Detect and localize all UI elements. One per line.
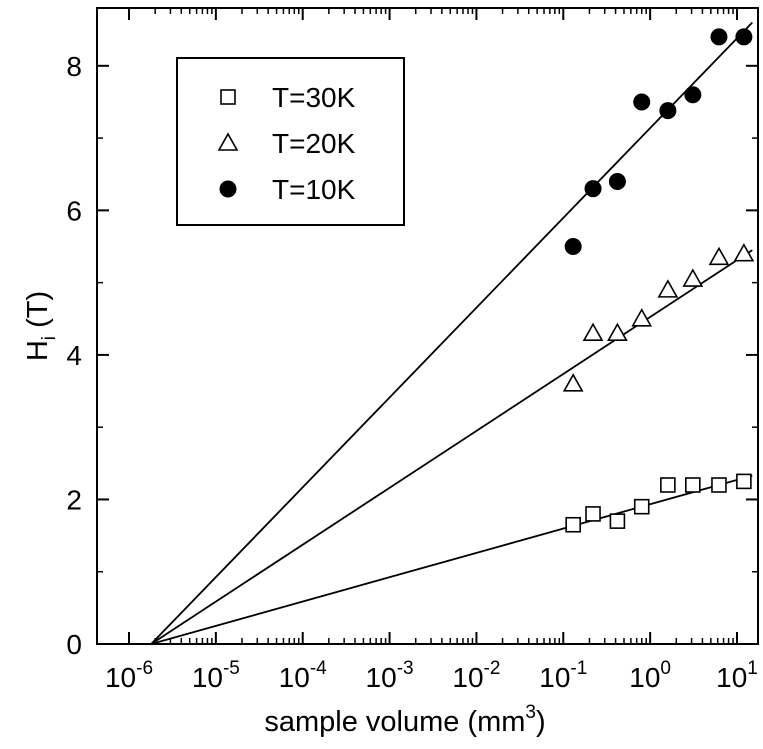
legend-marker-t-30k xyxy=(220,89,236,105)
data-point-t-10k xyxy=(735,28,753,46)
legend-marker-t-10k xyxy=(219,180,237,198)
legend-box xyxy=(176,57,405,226)
data-point-t-30k xyxy=(660,477,676,493)
legend: T=30K T=20K T=10K xyxy=(176,57,405,226)
y-tick-label: 4 xyxy=(66,340,82,371)
data-point-t-30k xyxy=(711,477,727,493)
x-tick-label: 10-3 xyxy=(366,658,414,693)
data-points-layer xyxy=(562,28,755,533)
data-point-t-10k xyxy=(564,238,582,255)
y-axis-title-subscript: i xyxy=(39,336,60,340)
y-tick-label: 0 xyxy=(66,629,82,660)
x-tick-label: 10-5 xyxy=(192,658,240,693)
legend-label-t-20k: T=20K xyxy=(272,128,356,159)
fit-line-t-20k xyxy=(150,249,753,645)
fit-line-t-30k xyxy=(150,474,753,645)
data-point-t-20k xyxy=(607,322,628,342)
y-axis-title: Hi (T) xyxy=(22,291,60,361)
legend-label-t-10k: T=10K xyxy=(272,174,356,205)
x-tick-label: 101 xyxy=(716,658,758,693)
data-point-t-10k xyxy=(659,102,677,120)
y-tick-label: 8 xyxy=(66,51,82,82)
data-point-t-30k xyxy=(736,473,752,490)
plot-frame xyxy=(96,7,759,645)
x-tick-label: 10-2 xyxy=(452,658,500,693)
data-point-t-30k xyxy=(685,477,701,493)
data-point-t-10k xyxy=(633,93,651,111)
data-point-t-10k xyxy=(710,28,728,46)
ticks-layer: 10-6 10-5 10-4 10-3 10-2 10-1 100 101 0 2 4 6 8 xyxy=(66,8,758,693)
legend-marker-t-20k xyxy=(217,132,239,151)
data-point-t-10k xyxy=(684,86,702,104)
x-tick-label: 100 xyxy=(629,658,671,693)
data-point-t-30k xyxy=(565,516,581,533)
y-tick-label: 6 xyxy=(66,195,82,226)
data-point-t-20k xyxy=(682,268,704,287)
fit-line-t-10k xyxy=(150,21,753,645)
x-tick-label: 10-4 xyxy=(279,658,327,693)
fit-lines-layer xyxy=(150,21,753,645)
x-axis-title: sample volume (mm3) xyxy=(264,702,545,738)
data-point-t-10k xyxy=(608,172,626,190)
data-point-t-20k xyxy=(562,373,584,392)
data-point-t-20k xyxy=(708,246,730,266)
x-axis-title-superscript: 3 xyxy=(525,702,536,723)
data-point-t-20k xyxy=(733,243,755,262)
data-point-t-20k xyxy=(582,322,604,342)
data-point-t-20k xyxy=(631,308,653,327)
data-point-t-10k xyxy=(584,180,602,198)
data-point-t-30k xyxy=(585,506,601,522)
data-point-t-30k xyxy=(633,498,650,515)
x-tick-label: 10-6 xyxy=(105,658,153,693)
y-tick-label: 2 xyxy=(66,484,82,515)
data-point-t-30k xyxy=(609,513,626,529)
x-tick-label: 10-1 xyxy=(539,658,587,693)
legend-label-t-30k: T=30K xyxy=(272,82,356,113)
data-point-t-20k xyxy=(657,279,679,298)
